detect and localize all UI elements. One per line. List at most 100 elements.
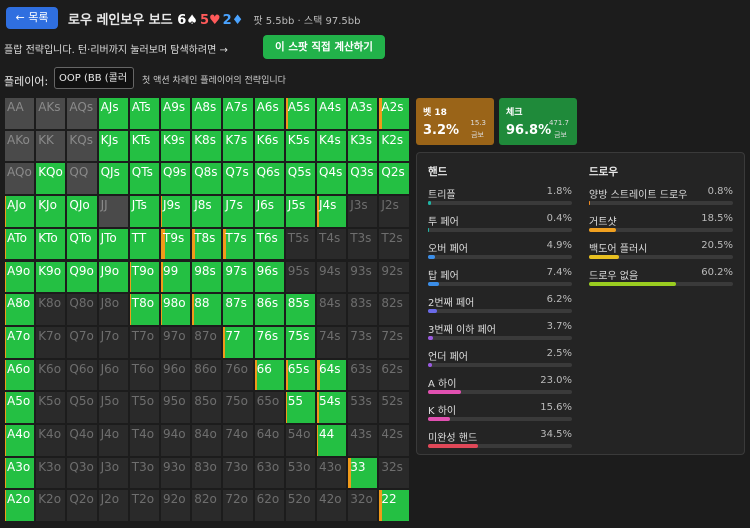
hand-cell[interactable]: T4s bbox=[316, 227, 348, 261]
hand-cell[interactable]: Q6o bbox=[66, 358, 98, 392]
hand-cell[interactable]: A2o bbox=[4, 489, 36, 523]
hand-cell[interactable]: T8o bbox=[128, 293, 160, 326]
hand-cell[interactable]: J9s bbox=[160, 195, 192, 228]
hand-cell[interactable]: AJo bbox=[4, 195, 36, 228]
hand-cell[interactable]: K6o bbox=[35, 358, 67, 392]
hand-cell[interactable]: KTo bbox=[35, 227, 67, 261]
hand-cell[interactable]: QQ bbox=[66, 162, 98, 196]
hand-cell[interactable]: 72s bbox=[378, 325, 410, 359]
hand-cell[interactable]: K7s bbox=[222, 129, 254, 163]
hand-cell[interactable]: 74o bbox=[222, 424, 254, 457]
hand-cell[interactable]: J3s bbox=[347, 195, 379, 228]
hand-cell[interactable]: 98s bbox=[191, 260, 223, 294]
hand-cell[interactable]: J5o bbox=[97, 391, 129, 424]
hand-cell[interactable]: 43o bbox=[316, 456, 348, 490]
hand-cell[interactable]: T6s bbox=[253, 227, 285, 261]
hand-cell[interactable]: Q4o bbox=[66, 424, 98, 457]
hand-cell[interactable]: 75s bbox=[284, 325, 316, 359]
hand-cell[interactable]: KQo bbox=[35, 162, 67, 196]
hand-cell[interactable]: 62s bbox=[378, 358, 410, 392]
hand-cell[interactable]: 84s bbox=[316, 293, 348, 326]
hand-cell[interactable]: 85s bbox=[284, 293, 316, 326]
hand-cell[interactable]: AKo bbox=[4, 129, 36, 163]
hand-cell[interactable]: Q7o bbox=[66, 325, 98, 359]
hand-cell[interactable]: J5s bbox=[284, 195, 316, 228]
hand-cell[interactable]: 75o bbox=[222, 391, 254, 424]
hand-cell[interactable]: K3o bbox=[35, 456, 67, 490]
hand-cell[interactable]: 76s bbox=[253, 325, 285, 359]
hand-cell[interactable]: 86o bbox=[191, 358, 223, 392]
hand-cell[interactable]: 55 bbox=[284, 391, 316, 424]
hand-cell[interactable]: K5o bbox=[35, 391, 67, 424]
hand-cell[interactable]: 42s bbox=[378, 424, 410, 457]
hand-cell[interactable]: QJs bbox=[97, 162, 129, 196]
hand-cell[interactable]: K8s bbox=[191, 129, 223, 163]
hand-cell[interactable]: KJo bbox=[35, 195, 67, 228]
hand-cell[interactable]: T3s bbox=[347, 227, 379, 261]
calc-button[interactable]: 이 스팟 직접 계산하기 bbox=[263, 35, 385, 59]
hand-cell[interactable]: 44 bbox=[316, 424, 348, 457]
hand-cell[interactable]: K2s bbox=[378, 129, 410, 163]
hand-cell[interactable]: T7s bbox=[222, 227, 254, 261]
hand-cell[interactable]: Q4s bbox=[316, 162, 348, 196]
hand-cell[interactable]: 95s bbox=[284, 260, 316, 294]
hand-cell[interactable]: Q9o bbox=[66, 260, 98, 294]
hand-cell[interactable]: 42o bbox=[316, 489, 348, 523]
hand-cell[interactable]: 97s bbox=[222, 260, 254, 294]
hand-cell[interactable]: 64o bbox=[253, 424, 285, 457]
hand-cell[interactable]: J8s bbox=[191, 195, 223, 228]
hand-cell[interactable]: Q7s bbox=[222, 162, 254, 196]
hand-cell[interactable]: ATo bbox=[4, 227, 36, 261]
hand-cell[interactable]: J6s bbox=[253, 195, 285, 228]
hand-cell[interactable]: A8o bbox=[4, 293, 36, 326]
hand-cell[interactable]: 94s bbox=[316, 260, 348, 294]
hand-cell[interactable]: A9o bbox=[4, 260, 36, 294]
hand-cell[interactable]: KK bbox=[35, 129, 67, 163]
hand-cell[interactable]: 52s bbox=[378, 391, 410, 424]
hand-cell[interactable]: AQs bbox=[66, 97, 98, 130]
hand-cell[interactable]: T9o bbox=[128, 260, 160, 294]
hand-cell[interactable]: QJo bbox=[66, 195, 98, 228]
hand-cell[interactable]: A6o bbox=[4, 358, 36, 392]
hand-cell[interactable]: 84o bbox=[191, 424, 223, 457]
hand-cell[interactable]: 92s bbox=[378, 260, 410, 294]
hand-cell[interactable]: 93o bbox=[160, 456, 192, 490]
hand-cell[interactable]: K5s bbox=[284, 129, 316, 163]
player-select[interactable]: OOP (BB (콜러 bbox=[54, 67, 134, 89]
hand-cell[interactable]: T8s bbox=[191, 227, 223, 261]
hand-cell[interactable]: 98o bbox=[160, 293, 192, 326]
hand-cell[interactable]: 92o bbox=[160, 489, 192, 523]
hand-cell[interactable]: 72o bbox=[222, 489, 254, 523]
hand-cell[interactable]: A5o bbox=[4, 391, 36, 424]
hand-cell[interactable]: T4o bbox=[128, 424, 160, 457]
hand-cell[interactable]: AJs bbox=[97, 97, 129, 130]
hand-cell[interactable]: 32s bbox=[378, 456, 410, 490]
hand-cell[interactable]: 74s bbox=[316, 325, 348, 359]
hand-cell[interactable]: Q2o bbox=[66, 489, 98, 523]
hand-cell[interactable]: T7o bbox=[128, 325, 160, 359]
hand-cell[interactable]: A7s bbox=[222, 97, 254, 130]
hand-cell[interactable]: A3o bbox=[4, 456, 36, 490]
hand-cell[interactable]: 66 bbox=[253, 358, 285, 392]
hand-cell[interactable]: 94o bbox=[160, 424, 192, 457]
hand-cell[interactable]: Q3s bbox=[347, 162, 379, 196]
hand-cell[interactable]: 87o bbox=[191, 325, 223, 359]
hand-cell[interactable]: AKs bbox=[35, 97, 67, 130]
hand-cell[interactable]: A9s bbox=[160, 97, 192, 130]
hand-cell[interactable]: 63s bbox=[347, 358, 379, 392]
hand-cell[interactable]: KJs bbox=[97, 129, 129, 163]
hand-cell[interactable]: J3o bbox=[97, 456, 129, 490]
hand-cell[interactable]: 52o bbox=[284, 489, 316, 523]
hand-cell[interactable]: K4o bbox=[35, 424, 67, 457]
hand-cell[interactable]: K8o bbox=[35, 293, 67, 326]
hand-cell[interactable]: 53o bbox=[284, 456, 316, 490]
hand-cell[interactable]: J9o bbox=[97, 260, 129, 294]
action-box[interactable]: 체크 96.8% 471.7 금보 bbox=[499, 98, 577, 145]
hand-cell[interactable]: 65o bbox=[253, 391, 285, 424]
hand-cell[interactable]: K7o bbox=[35, 325, 67, 359]
hand-cell[interactable]: Q8s bbox=[191, 162, 223, 196]
hand-cell[interactable]: A5s bbox=[284, 97, 316, 130]
hand-cell[interactable]: AA bbox=[4, 97, 36, 130]
hand-cell[interactable]: Q9s bbox=[160, 162, 192, 196]
hand-cell[interactable]: K9s bbox=[160, 129, 192, 163]
